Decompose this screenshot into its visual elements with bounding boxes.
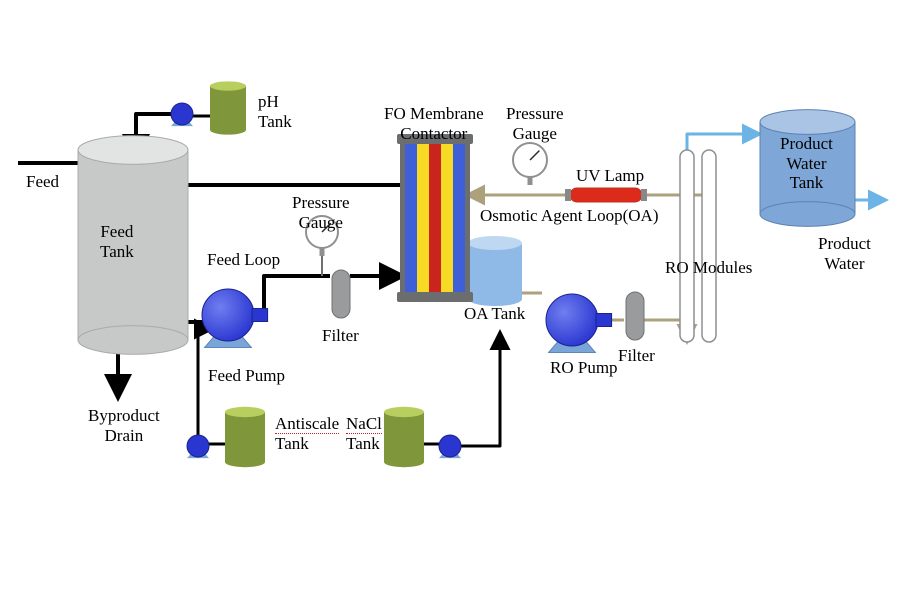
tank-bottom [225, 457, 265, 467]
antiscale-tank-word: Tank [275, 434, 309, 454]
uv-cap [565, 189, 571, 201]
byproduct-label: ByproductDrain [88, 406, 160, 445]
pipe [160, 158, 405, 185]
tank-body [384, 412, 424, 462]
pipe [642, 150, 709, 195]
small-pump [171, 103, 193, 125]
fo-channel [405, 144, 417, 292]
pump [202, 289, 268, 341]
pressure-gauge1-label: PressureGauge [292, 193, 350, 232]
tank-bottom [384, 457, 424, 467]
tank-top [384, 407, 424, 417]
tank-top [468, 236, 522, 250]
ro-module [680, 150, 694, 342]
filter1-label: Filter [322, 326, 359, 346]
tank-top [760, 110, 855, 135]
tank-body [210, 86, 246, 130]
pipe [450, 332, 500, 446]
ro-module [702, 150, 716, 342]
fo-membrane-label: FO MembraneContactor [384, 104, 484, 143]
ro-modules-label: RO Modules [665, 258, 752, 278]
product-tank-label: ProductWaterTank [780, 134, 833, 193]
small-pump [187, 435, 209, 457]
fo-channel [429, 144, 441, 292]
tank-bottom [210, 125, 246, 134]
uv-lamp-label: UV Lamp [576, 166, 644, 186]
tank-bottom [78, 326, 188, 355]
oa-tank-label: OA Tank [464, 304, 525, 324]
feed-loop-label: Feed Loop [207, 250, 280, 270]
fo-channel [441, 144, 453, 292]
uv-lamp [570, 188, 642, 202]
pump [546, 294, 612, 346]
fo-channel [417, 144, 429, 292]
process-diagram [0, 0, 900, 600]
pump-outlet [252, 309, 268, 322]
tank-top [78, 136, 188, 165]
filter [332, 270, 350, 318]
gauge-stem [528, 177, 533, 185]
tank-bottom [760, 202, 855, 227]
pipe [264, 276, 330, 315]
uv-cap [641, 189, 647, 201]
oa-loop-label: Osmotic Agent Loop(OA) [480, 206, 658, 226]
antiscale-label: Antiscale [275, 414, 339, 434]
tank-top [225, 407, 265, 417]
ro-pump-label: RO Pump [550, 358, 618, 378]
tank-body [225, 412, 265, 462]
filter2-label: Filter [618, 346, 655, 366]
ph-tank-label: pHTank [258, 92, 292, 131]
feed-tank-label: FeedTank [100, 222, 134, 261]
product-water-label: ProductWater [818, 234, 871, 273]
pump-outlet [596, 314, 612, 327]
pipe [687, 134, 760, 150]
tank-body [468, 243, 522, 299]
small-pump [439, 435, 461, 457]
nacl-label: NaCl [346, 414, 382, 434]
pressure-gauge2-label: PressureGauge [506, 104, 564, 143]
gauge-stem [320, 248, 325, 256]
nacl-tank-word: Tank [346, 434, 380, 454]
feed-label: Feed [26, 172, 59, 192]
filter [626, 292, 644, 340]
tank-top [210, 81, 246, 90]
feed-pump-label: Feed Pump [208, 366, 285, 386]
fo-channel [453, 144, 465, 292]
